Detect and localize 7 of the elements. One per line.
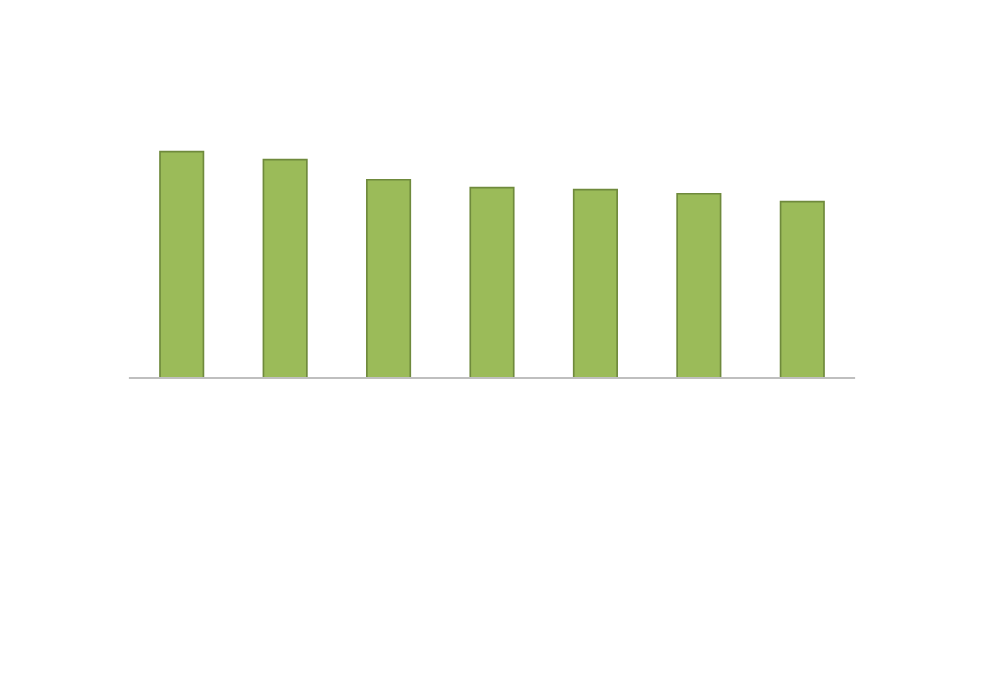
bar: [572, 188, 618, 378]
bar: [262, 158, 308, 378]
bar: [676, 192, 722, 378]
bar: [366, 178, 412, 378]
bar: [779, 200, 825, 378]
bar: [469, 186, 515, 378]
bar: [159, 150, 205, 378]
